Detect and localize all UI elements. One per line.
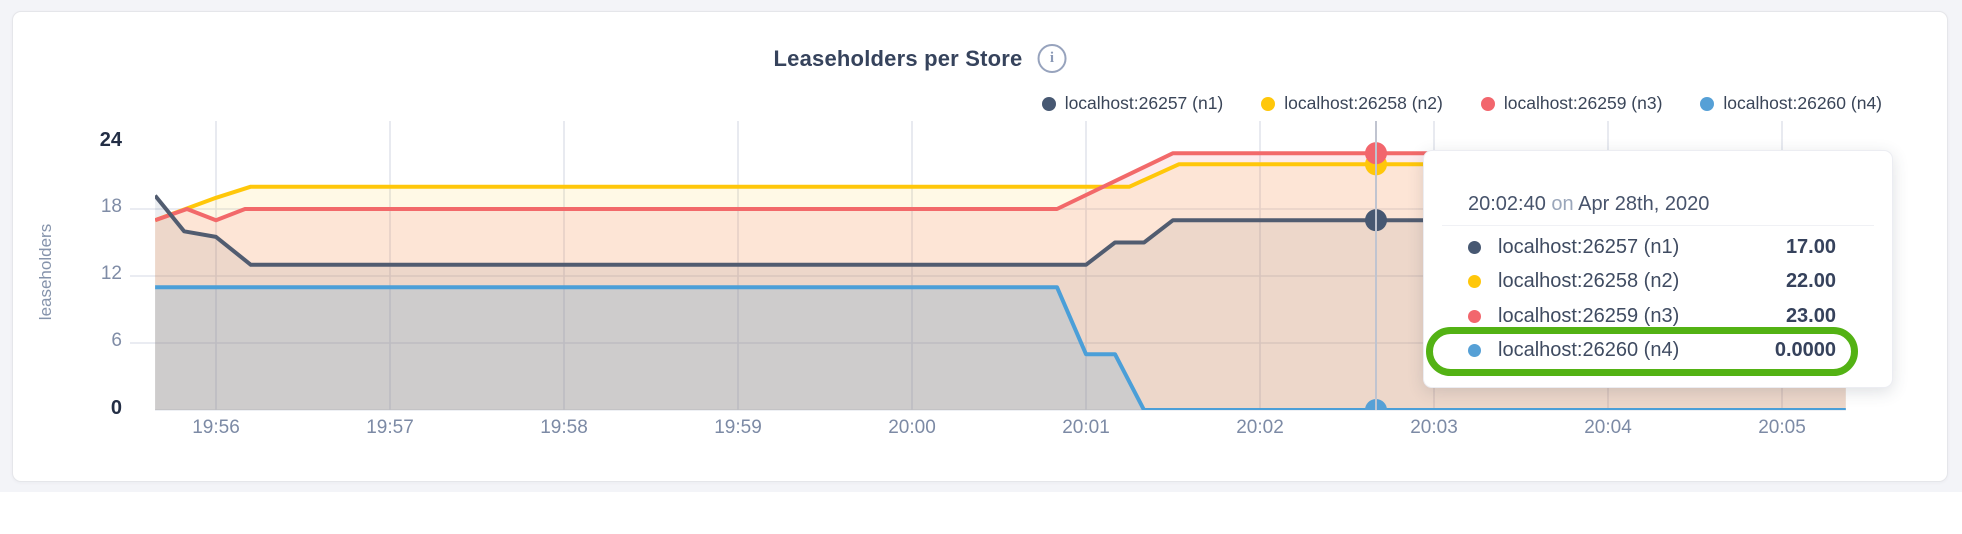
tooltip-row: localhost:26259 (n3) 23.00 (1468, 299, 1836, 334)
legend-item-n3[interactable]: localhost:26259 (n3) (1480, 93, 1663, 114)
tooltip-row: localhost:26260 (n4) 0.0000 (1468, 334, 1836, 369)
series-color-dot-icon (1480, 96, 1495, 111)
tooltip-series-name: localhost:26260 (n4) (1498, 339, 1680, 362)
tooltip-row: localhost:26257 (n1) 17.00 (1468, 230, 1836, 265)
legend-label: localhost:26260 (n4) (1723, 93, 1882, 113)
tooltip-series-value: 23.00 (1785, 304, 1836, 327)
tooltip-series-value: 17.00 (1785, 235, 1836, 258)
chart-header: Leaseholders per Store i (774, 44, 1067, 73)
series-color-dot-icon (1700, 96, 1715, 111)
tooltip-series-name: localhost:26257 (n1) (1498, 235, 1680, 258)
legend: localhost:26257 (n1) localhost:26258 (n2… (1041, 93, 1882, 114)
tooltip-series-name: localhost:26258 (n2) (1498, 270, 1680, 293)
series-color-dot-icon (1468, 240, 1481, 254)
series-color-dot-icon (1468, 275, 1481, 289)
legend-label: localhost:26259 (n3) (1503, 93, 1663, 113)
tooltip-series-name: localhost:26259 (n3) (1498, 304, 1680, 327)
series-color-dot-icon (1468, 309, 1481, 323)
chart-tooltip: 20:02:40 on Apr 28th, 2020 localhost:262… (1423, 150, 1893, 388)
chart-title: Leaseholders per Store (773, 45, 1023, 71)
legend-item-n2[interactable]: localhost:26258 (n2) (1261, 93, 1443, 114)
tooltip-timestamp: 20:02:40 on Apr 28th, 2020 (1468, 191, 1862, 217)
legend-label: localhost:26257 (n1) (1064, 93, 1224, 113)
series-color-dot-icon (1261, 96, 1276, 111)
tooltip-row: localhost:26258 (n2) 22.00 (1468, 265, 1836, 300)
tooltip-series-value: 0.0000 (1774, 339, 1836, 362)
tooltip-date: Apr 28th, 2020 (1578, 193, 1710, 215)
tooltip-time: 20:02:40 (1468, 193, 1546, 215)
tooltip-series-value: 22.00 (1785, 270, 1836, 293)
info-icon[interactable]: i (1037, 44, 1067, 73)
tooltip-rows: localhost:26257 (n1) 17.00 localhost:262… (1424, 230, 1892, 368)
tooltip-conjunction: on (1551, 193, 1574, 215)
legend-item-n4[interactable]: localhost:26260 (n4) (1700, 93, 1882, 114)
legend-item-n1[interactable]: localhost:26257 (n1) (1041, 93, 1224, 114)
tooltip-divider (1442, 225, 1874, 226)
legend-label: localhost:26258 (n2) (1284, 93, 1443, 113)
series-color-dot-icon (1468, 344, 1481, 358)
series-color-dot-icon (1041, 96, 1056, 111)
